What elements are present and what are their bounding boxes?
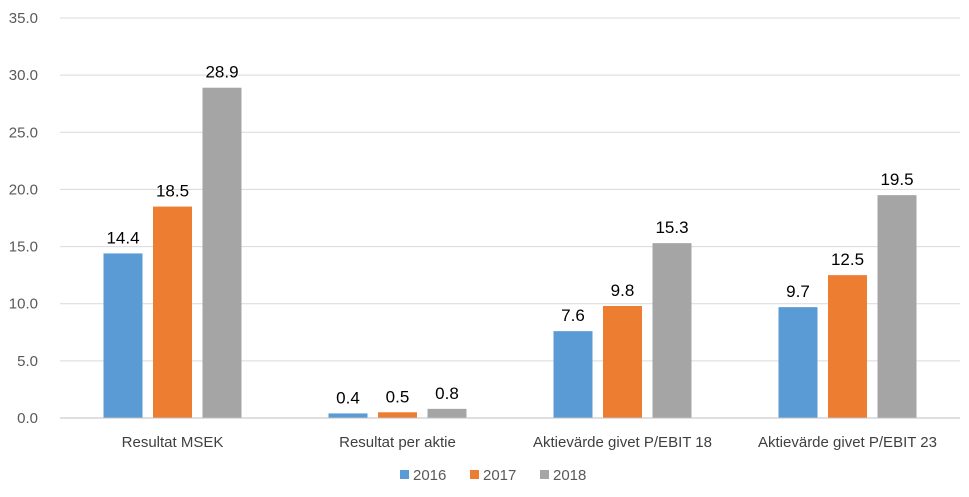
data-label: 0.8 [435, 384, 459, 403]
category-label: Resultat per aktie [339, 434, 456, 451]
data-label: 9.8 [611, 281, 635, 300]
y-tick-label: 25.0 [9, 124, 38, 141]
legend-swatch [400, 470, 409, 479]
category-label: Aktievärde givet P/EBIT 18 [533, 434, 712, 451]
legend-label: 2018 [553, 467, 586, 484]
data-labels: 14.4 18.5 28.9 0.4 0.5 0.8 7.6 9.8 15.3 9.7 12.5 19… [106, 63, 913, 408]
bar-2018 [877, 195, 917, 418]
bar-2016 [778, 307, 818, 418]
bars [103, 87, 917, 418]
y-tick-label: 10.0 [9, 296, 38, 313]
y-tick-label: 5.0 [17, 353, 38, 370]
bar-2016 [103, 253, 143, 418]
legend: 2016 2017 2018 [400, 467, 586, 484]
bar-2017 [378, 412, 417, 418]
bar-2018 [427, 408, 467, 418]
data-label: 15.3 [655, 218, 688, 237]
bar-2018 [202, 87, 242, 418]
y-axis-tick-labels: 0.0 5.0 10.0 15.0 20.0 25.0 30.0 35.0 [9, 10, 38, 427]
legend-swatch [470, 470, 479, 479]
y-tick-label: 35.0 [9, 10, 38, 27]
bar-2017 [153, 206, 192, 418]
bar-2018 [652, 243, 692, 418]
data-label: 14.4 [106, 228, 139, 247]
data-label: 12.5 [831, 250, 864, 269]
data-label: 19.5 [880, 170, 913, 189]
data-label: 9.7 [786, 282, 810, 301]
category-labels: Resultat MSEK Resultat per aktie Aktievärd… [122, 434, 937, 451]
y-tick-label: 15.0 [9, 239, 38, 256]
data-label: 7.6 [561, 306, 585, 325]
data-label: 0.4 [336, 388, 360, 407]
legend-label: 2017 [483, 467, 516, 484]
bar-2016 [553, 331, 593, 418]
legend-label: 2016 [413, 467, 446, 484]
category-label: Aktievärde givet P/EBIT 23 [758, 434, 937, 451]
y-tick-label: 30.0 [9, 67, 38, 84]
data-label: 18.5 [156, 182, 189, 201]
gridlines [60, 17, 960, 362]
y-tick-label: 20.0 [9, 181, 38, 198]
category-label: Resultat MSEK [122, 434, 224, 451]
data-label: 28.9 [205, 63, 238, 82]
bar-2016 [328, 413, 368, 418]
y-tick-label: 0.0 [17, 410, 38, 427]
bar-2017 [828, 275, 867, 418]
legend-swatch [540, 470, 549, 479]
bar-2017 [603, 306, 642, 418]
data-label: 0.5 [386, 387, 410, 406]
